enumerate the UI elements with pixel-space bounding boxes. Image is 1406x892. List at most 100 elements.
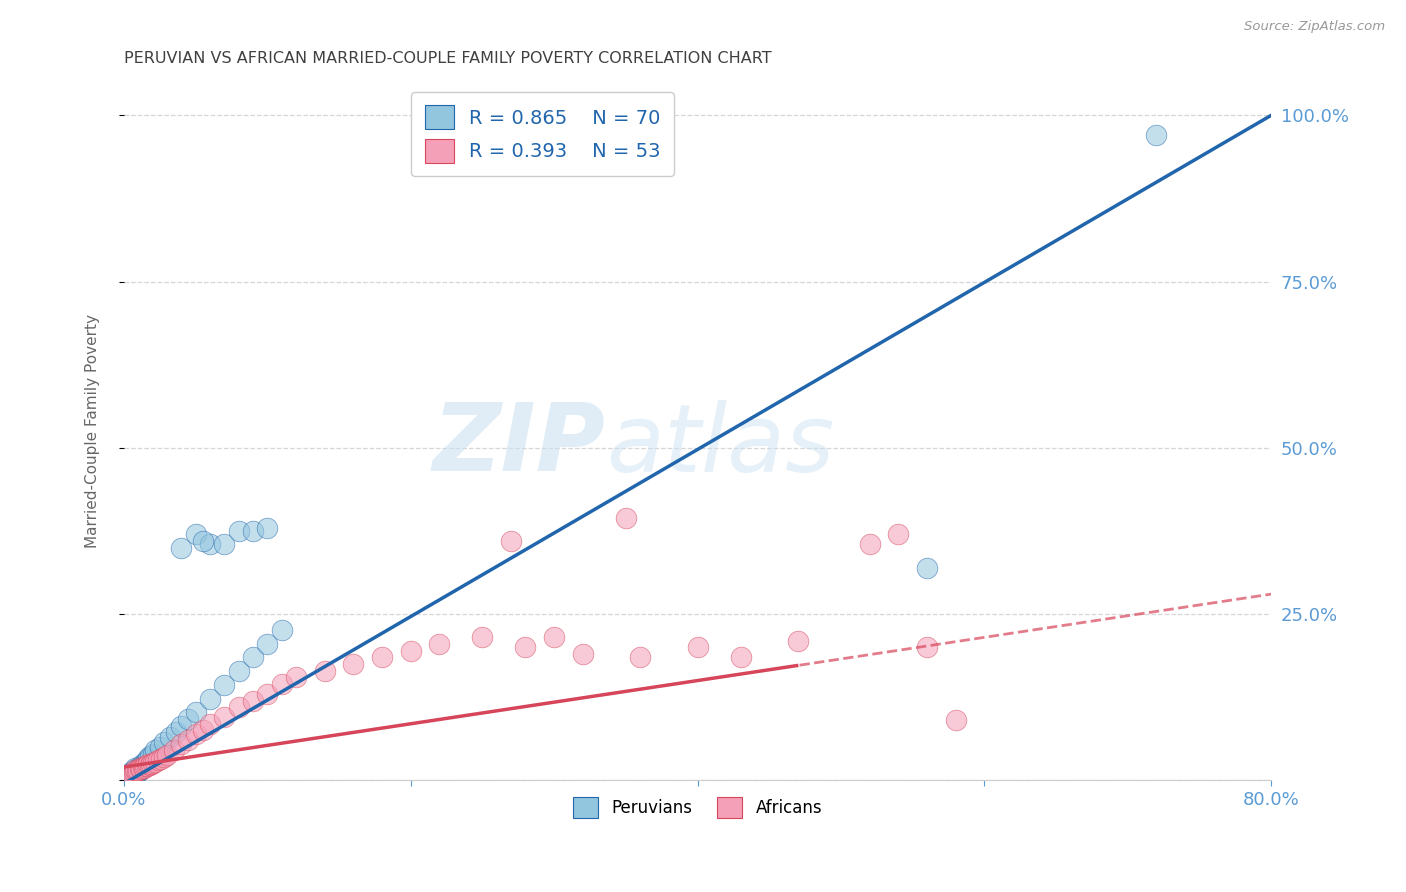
Point <box>858 537 880 551</box>
Point <box>242 524 264 538</box>
Point <box>153 750 176 764</box>
Point <box>191 723 214 738</box>
Point <box>136 757 159 772</box>
Point <box>915 640 938 655</box>
Point <box>115 770 138 784</box>
Point <box>191 533 214 548</box>
Point <box>170 541 193 555</box>
Point <box>256 637 278 651</box>
Point <box>163 743 186 757</box>
Point <box>115 772 138 786</box>
Point <box>124 764 146 778</box>
Point <box>134 755 156 769</box>
Point <box>118 770 141 784</box>
Point <box>170 719 193 733</box>
Point <box>571 647 593 661</box>
Point <box>114 772 136 786</box>
Point <box>177 733 200 747</box>
Point <box>314 664 336 678</box>
Point <box>125 764 148 778</box>
Point <box>120 769 142 783</box>
Point <box>120 768 142 782</box>
Point <box>184 727 207 741</box>
Point <box>129 762 152 776</box>
Y-axis label: Married-Couple Family Poverty: Married-Couple Family Poverty <box>86 314 100 549</box>
Point <box>184 527 207 541</box>
Point <box>786 633 808 648</box>
Point <box>121 764 143 779</box>
Point <box>121 766 143 780</box>
Point <box>145 755 167 769</box>
Point <box>135 753 157 767</box>
Point <box>471 631 494 645</box>
Point <box>270 623 292 637</box>
Text: ZIP: ZIP <box>433 400 606 491</box>
Point <box>128 764 150 778</box>
Point <box>429 637 451 651</box>
Text: PERUVIAN VS AFRICAN MARRIED-COUPLE FAMILY POVERTY CORRELATION CHART: PERUVIAN VS AFRICAN MARRIED-COUPLE FAMIL… <box>124 51 772 66</box>
Point <box>153 735 176 749</box>
Point <box>138 749 160 764</box>
Point <box>214 678 236 692</box>
Point <box>165 724 187 739</box>
Point <box>149 740 172 755</box>
Point <box>145 743 167 757</box>
Point <box>115 769 138 783</box>
Point <box>228 665 250 679</box>
Point <box>198 716 221 731</box>
Point <box>134 758 156 772</box>
Point <box>150 752 173 766</box>
Point <box>543 631 565 645</box>
Point <box>118 769 141 783</box>
Text: Source: ZipAtlas.com: Source: ZipAtlas.com <box>1244 20 1385 33</box>
Point <box>127 763 149 777</box>
Point <box>730 650 752 665</box>
Point <box>132 756 155 771</box>
Point <box>228 524 250 538</box>
Point <box>242 693 264 707</box>
Point <box>131 760 153 774</box>
Point <box>124 764 146 778</box>
Point <box>285 670 308 684</box>
Point <box>198 692 221 706</box>
Point <box>628 650 651 665</box>
Point <box>256 521 278 535</box>
Point <box>129 758 152 772</box>
Point <box>142 756 165 770</box>
Point <box>915 560 938 574</box>
Legend: Peruvians, Africans: Peruvians, Africans <box>567 790 828 824</box>
Point <box>115 771 138 785</box>
Point <box>121 767 143 781</box>
Point <box>887 527 910 541</box>
Point <box>117 768 139 782</box>
Point <box>118 766 141 780</box>
Point <box>138 758 160 772</box>
Point <box>159 730 181 744</box>
Point <box>1144 128 1167 143</box>
Point <box>132 761 155 775</box>
Point <box>117 769 139 783</box>
Point <box>122 764 145 778</box>
Point <box>214 537 236 551</box>
Point <box>614 510 637 524</box>
Point <box>156 747 179 762</box>
Point <box>124 761 146 775</box>
Point <box>117 770 139 784</box>
Point <box>129 762 152 776</box>
Point <box>121 766 143 780</box>
Point <box>142 747 165 761</box>
Point <box>945 714 967 728</box>
Point <box>125 763 148 777</box>
Point <box>170 737 193 751</box>
Point <box>184 706 207 720</box>
Point <box>148 753 170 767</box>
Point <box>686 640 709 655</box>
Point <box>122 767 145 781</box>
Point <box>115 769 138 783</box>
Point <box>135 759 157 773</box>
Point <box>120 766 142 780</box>
Point <box>122 765 145 780</box>
Point <box>124 766 146 780</box>
Point <box>114 771 136 785</box>
Point <box>127 761 149 775</box>
